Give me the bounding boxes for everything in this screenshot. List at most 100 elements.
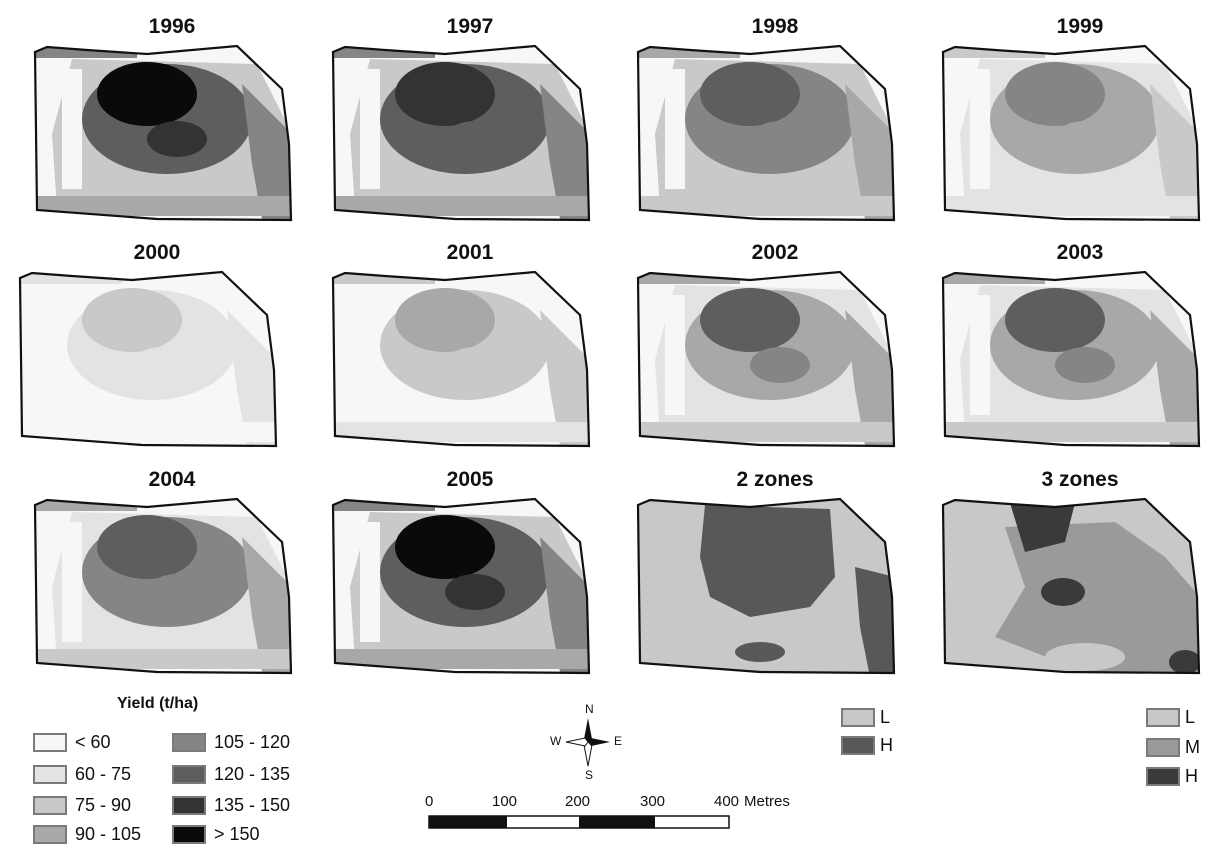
legend-swatch bbox=[33, 795, 67, 815]
panel-title: 2003 bbox=[1056, 241, 1104, 264]
legend-item: < 60 bbox=[33, 731, 111, 753]
yield-map bbox=[331, 270, 591, 448]
map-fill bbox=[638, 46, 894, 220]
panel-title: 1996 bbox=[148, 15, 196, 38]
zone-high bbox=[735, 642, 785, 662]
field-boundary bbox=[941, 497, 1201, 675]
compass-south-label: S bbox=[585, 768, 594, 782]
panel-title: 2005 bbox=[446, 468, 494, 491]
yield-core bbox=[445, 574, 505, 610]
legend-label: 75 - 90 bbox=[75, 794, 132, 815]
yield-core bbox=[750, 347, 810, 383]
yield-map bbox=[33, 497, 293, 675]
north-arrow: N S E W bbox=[548, 702, 628, 782]
yield-core bbox=[700, 62, 800, 126]
legend-label: 105 - 120 bbox=[214, 731, 291, 752]
scale-tick-label: 200 bbox=[565, 793, 591, 810]
legend-swatch bbox=[33, 824, 67, 844]
compass-north-label: N bbox=[585, 702, 594, 716]
yield-core bbox=[700, 288, 800, 352]
field-boundary bbox=[636, 270, 896, 448]
map-fill bbox=[943, 272, 1199, 446]
yield-core bbox=[147, 121, 207, 157]
yield-edge bbox=[540, 84, 589, 220]
zone-map bbox=[941, 497, 1201, 675]
yield-edge bbox=[20, 272, 122, 284]
yield-edge bbox=[540, 537, 589, 673]
yield-core bbox=[97, 62, 197, 126]
zone-label: H bbox=[880, 734, 893, 755]
map-panel-1996: 1996 bbox=[27, 14, 317, 239]
yield-edge bbox=[35, 46, 137, 58]
panel-title: 2001 bbox=[446, 241, 494, 264]
zone-label: M bbox=[1185, 736, 1200, 757]
legend-label: 120 - 135 bbox=[214, 763, 291, 784]
legend-item: 60 - 75 bbox=[33, 763, 131, 785]
compass-east-label: E bbox=[614, 734, 623, 748]
legend-label: < 60 bbox=[75, 731, 111, 752]
yield-edge bbox=[242, 537, 291, 673]
yield-map bbox=[941, 270, 1201, 448]
zone-legend-item: L bbox=[1146, 706, 1195, 728]
yield-map bbox=[33, 44, 293, 222]
panel-title: 2002 bbox=[751, 241, 799, 264]
map-panel-2002: 2002 bbox=[630, 240, 920, 465]
yield-edge bbox=[35, 196, 291, 216]
field-boundary bbox=[331, 44, 591, 222]
map-fill bbox=[333, 499, 589, 673]
yield-edge bbox=[943, 422, 1199, 442]
legend-label: 60 - 75 bbox=[75, 763, 132, 784]
scale-tick-label: 300 bbox=[640, 793, 666, 810]
zone-label: H bbox=[1185, 765, 1198, 786]
field-boundary bbox=[941, 44, 1201, 222]
legend-label: 135 - 150 bbox=[214, 794, 291, 815]
yield-low bbox=[665, 295, 685, 415]
yield-edge bbox=[35, 499, 137, 511]
legend-item: 120 - 135 bbox=[172, 763, 290, 785]
yield-edge bbox=[20, 422, 276, 442]
yield-core bbox=[395, 62, 495, 126]
legend-item: > 150 bbox=[172, 823, 260, 845]
scale-bar-graphic bbox=[428, 815, 730, 829]
map-panel-3-zones: 3 zones bbox=[935, 467, 1216, 692]
legend-swatch bbox=[172, 795, 206, 815]
yield-core bbox=[97, 515, 197, 579]
yield-edge bbox=[333, 422, 589, 442]
yield-low bbox=[360, 522, 380, 642]
yield-low bbox=[665, 69, 685, 189]
zone-map bbox=[636, 497, 896, 675]
zone-legend-item: H bbox=[1146, 765, 1198, 787]
yield-edge bbox=[638, 422, 894, 442]
scale-tick-label: 100 bbox=[492, 793, 518, 810]
map-panel-2001: 2001 bbox=[325, 240, 615, 465]
map-fill bbox=[20, 272, 276, 446]
zone-swatch bbox=[1146, 766, 1180, 786]
scale-tick-label: 400 bbox=[714, 793, 740, 810]
zone-low bbox=[1045, 643, 1125, 671]
yield-low bbox=[970, 69, 990, 189]
scale-tick-label: 0 bbox=[425, 793, 434, 810]
yield-edge bbox=[638, 46, 740, 58]
yield-edge bbox=[845, 310, 894, 446]
map-fill bbox=[35, 46, 291, 220]
yield-edge bbox=[333, 272, 435, 284]
yield-core bbox=[1055, 121, 1115, 157]
legend-item: 135 - 150 bbox=[172, 794, 290, 816]
yield-core bbox=[750, 121, 810, 157]
compass-icon bbox=[565, 718, 610, 767]
zone-high bbox=[1010, 503, 1075, 552]
yield-map bbox=[636, 44, 896, 222]
yield-core bbox=[445, 121, 505, 157]
zone-high bbox=[1169, 650, 1199, 673]
map-panel-1998: 1998 bbox=[630, 14, 920, 239]
zone-medium bbox=[995, 522, 1199, 673]
zone-legend-item: L bbox=[841, 706, 890, 728]
legend-title: Yield (t/ha) bbox=[117, 695, 199, 712]
zone-legend-item: M bbox=[1146, 736, 1200, 758]
yield-edge bbox=[333, 649, 589, 669]
zone-label: L bbox=[1185, 706, 1196, 727]
legend-swatch bbox=[172, 824, 206, 844]
legend-label: > 150 bbox=[214, 823, 260, 844]
yield-edge bbox=[333, 196, 589, 216]
yield-map bbox=[18, 270, 278, 448]
